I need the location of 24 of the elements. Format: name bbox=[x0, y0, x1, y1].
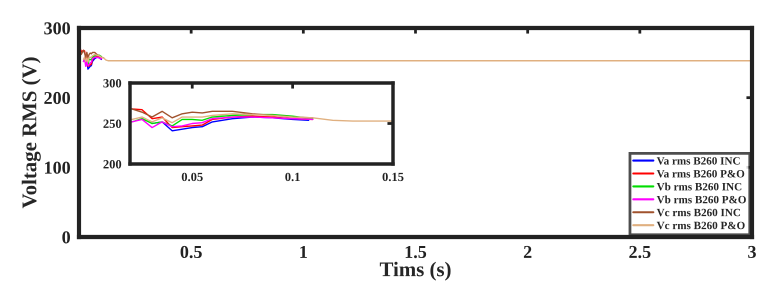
y-tick-label: 100 bbox=[45, 162, 70, 174]
y-tick-label: 300 bbox=[44, 22, 70, 34]
x-tick-label: 0.1 bbox=[285, 172, 300, 182]
x-tick-label: 2 bbox=[524, 246, 532, 258]
y-axis-title: Voltage RMS (V) bbox=[22, 57, 41, 208]
legend-label: Vc rms B260 P&O bbox=[656, 222, 745, 230]
legend-label: Va rms B260 INC bbox=[656, 157, 740, 165]
x-tick-label: 1.5 bbox=[406, 246, 426, 258]
legend-label: Vb rms B260 INC bbox=[656, 182, 742, 190]
x-tick-label: 0.05 bbox=[182, 172, 203, 182]
x-tick-label: 3 bbox=[748, 246, 756, 258]
x-tick-label: 0.15 bbox=[382, 172, 404, 182]
x-tick-label: 0.5 bbox=[180, 246, 202, 258]
y-tick-label: 250 bbox=[103, 120, 122, 128]
x-axis-title: Tims (s) bbox=[380, 262, 451, 281]
y-tick-label: 200 bbox=[103, 160, 122, 168]
x-tick-label: 1 bbox=[300, 246, 307, 258]
y-tick-label: 200 bbox=[44, 92, 70, 104]
x-tick-label: 2.5 bbox=[629, 246, 650, 258]
legend-label: Vb rms B260 P&O bbox=[656, 196, 746, 204]
y-tick-label: 300 bbox=[103, 79, 122, 88]
y-tick-label: 0 bbox=[62, 231, 70, 244]
legend-label: Va rms B260 P&O bbox=[656, 170, 744, 178]
legend-label: Vc rms B260 INC bbox=[656, 208, 740, 216]
